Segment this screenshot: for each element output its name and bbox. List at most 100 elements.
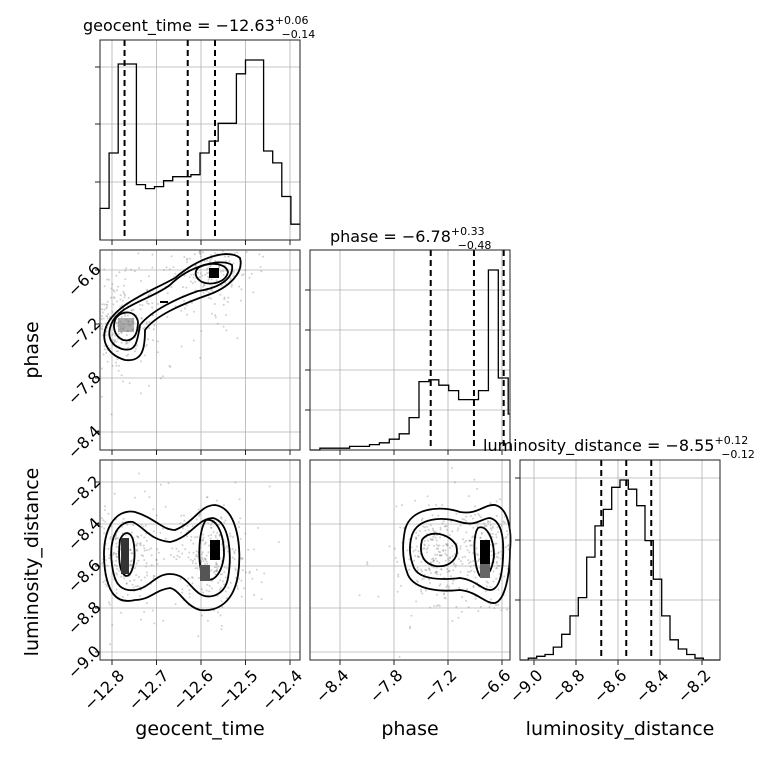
scatter-point: [226, 300, 229, 303]
scatter-point: [463, 541, 466, 544]
scatter-point: [205, 290, 208, 293]
scatter-point: [106, 564, 109, 567]
scatter-point: [188, 589, 191, 591]
ytick-label: −7.2: [64, 314, 105, 355]
density-contours-geocent-phase: [103, 253, 242, 362]
scatter-point: [115, 592, 118, 595]
scatter-point: [118, 271, 121, 274]
scatter-point: [432, 559, 435, 562]
scatter-point: [102, 317, 105, 320]
histogram-luminosity-distance: [520, 479, 720, 661]
scatter-point: [112, 332, 115, 335]
scatter-point: [453, 481, 456, 484]
scatter-point: [486, 581, 489, 584]
scatter-point: [495, 577, 498, 580]
scatter-point: [134, 347, 137, 350]
scatter-point: [140, 316, 143, 319]
scatter-point: [159, 531, 162, 534]
scatter-point: [433, 544, 436, 547]
scatter-point: [208, 590, 211, 593]
scatter-point: [497, 603, 500, 606]
scatter-point: [423, 577, 425, 580]
scatter-point: [233, 550, 236, 553]
scatter-point: [207, 267, 210, 270]
scatter-point: [431, 514, 434, 517]
scatter-point: [231, 548, 234, 551]
scatter-point: [424, 529, 427, 532]
scatter-point: [105, 303, 108, 306]
scatter-point: [105, 585, 108, 588]
title-main: geocent_time = −12.63: [83, 16, 275, 36]
scatter-point: [211, 521, 214, 524]
scatter-point: [129, 564, 132, 567]
scatter-point: [162, 558, 165, 560]
scatter-point: [151, 306, 154, 309]
xlabel-geocent-time: geocent_time: [135, 718, 264, 740]
scatter-point: [136, 542, 139, 545]
scatter-point: [100, 318, 103, 320]
scatter-point: [487, 520, 489, 523]
density-peak-left: [118, 318, 134, 332]
scatter-point: [136, 535, 139, 538]
scatter-point: [495, 500, 498, 503]
scatter-point: [227, 550, 229, 553]
scatter-point: [428, 568, 431, 570]
scatter-point: [145, 344, 148, 346]
scatter-point: [168, 364, 171, 367]
scatter-point: [414, 554, 417, 557]
scatter-point: [491, 536, 494, 538]
scatter-point: [465, 515, 468, 518]
scatter-point: [142, 327, 145, 330]
scatter-point: [470, 544, 473, 547]
xtick-label: −12.6: [169, 666, 217, 714]
scatter-point: [464, 555, 467, 558]
scatter-point: [222, 325, 225, 328]
scatter-point: [124, 533, 127, 536]
scatter-point: [433, 530, 436, 533]
scatter-point: [438, 544, 441, 547]
scatter-point: [191, 576, 194, 579]
scatter-point: [410, 546, 413, 549]
scatter-point: [219, 573, 222, 576]
scatter-point: [206, 583, 209, 586]
scatter-point: [209, 523, 212, 526]
scatter-point: [157, 551, 160, 554]
scatter-point: [104, 559, 107, 561]
scatter-point: [126, 593, 129, 596]
scatter-point: [484, 590, 487, 593]
scatter-point: [442, 593, 445, 596]
scatter-point: [123, 296, 126, 299]
density-peak-right: [480, 540, 490, 564]
scatter-point: [459, 571, 462, 573]
scatter-point: [454, 564, 457, 566]
scatter-point: [198, 513, 201, 516]
scatter-point: [162, 619, 165, 622]
scatter-point: [194, 280, 197, 283]
scatter-point: [422, 547, 425, 550]
scatter-point: [398, 656, 401, 658]
scatter-point: [440, 568, 443, 571]
scatter-point: [186, 535, 188, 538]
scatter-point: [157, 303, 159, 305]
scatter-point: [199, 252, 201, 255]
scatter-point: [114, 553, 117, 556]
scatter-point: [135, 544, 137, 547]
scatter-point: [115, 361, 117, 364]
scatter-point: [223, 583, 226, 586]
scatter-point: [198, 514, 201, 517]
scatter-point: [106, 315, 109, 318]
scatter-point: [425, 548, 428, 551]
scatter-point: [146, 302, 149, 305]
scatter-point: [240, 288, 243, 291]
scatter-point: [210, 534, 213, 536]
scatter-point: [131, 583, 134, 586]
scatter-point: [124, 278, 127, 281]
xtick-label: −12.5: [214, 666, 262, 714]
scatter-point: [439, 583, 442, 586]
scatter-point: [117, 369, 120, 372]
scatter-point: [134, 496, 137, 499]
scatter-point: [223, 571, 226, 574]
scatter-point: [505, 535, 508, 538]
scatter-point: [409, 625, 411, 628]
scatter-point: [417, 550, 420, 553]
